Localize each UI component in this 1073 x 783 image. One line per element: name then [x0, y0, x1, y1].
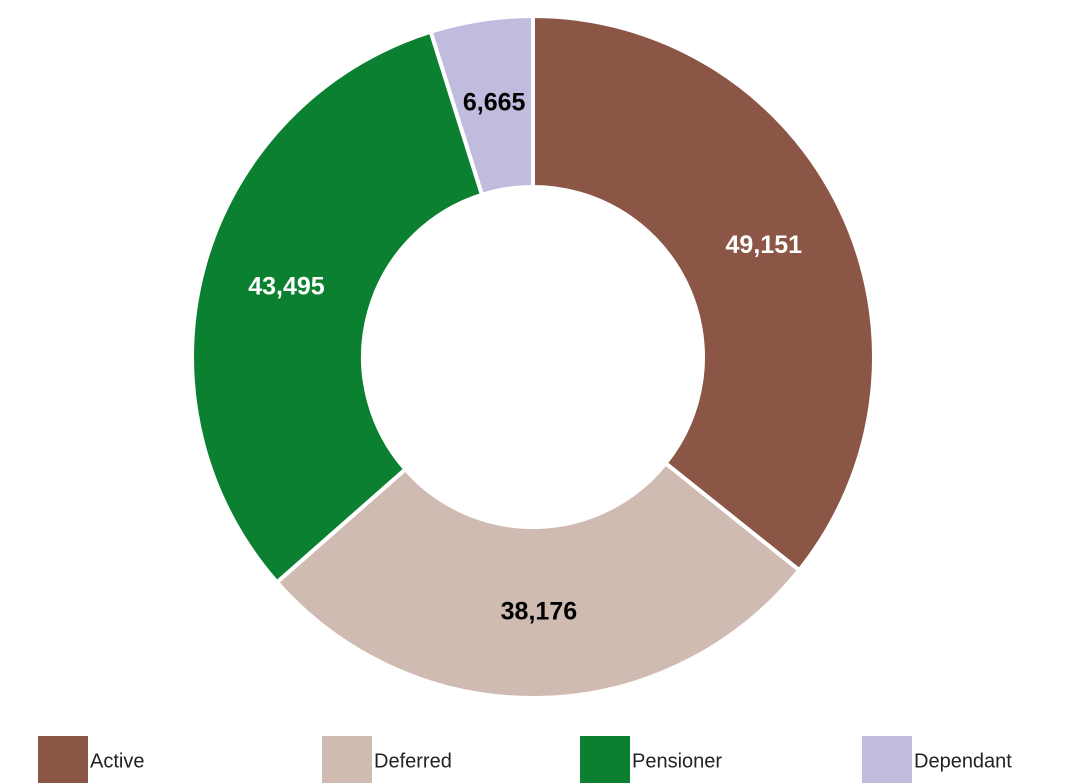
legend-label: Pensioner: [632, 750, 722, 772]
legend-label: Deferred: [374, 750, 452, 772]
donut-slice: [190, 29, 485, 586]
value-label: 49,151: [726, 231, 803, 259]
donut-slice: [274, 460, 802, 700]
value-label: 6,665: [463, 89, 526, 117]
donut-slice: [428, 13, 535, 198]
value-label: 38,176: [501, 598, 577, 626]
legend-swatch: [38, 736, 88, 783]
legend-label: Dependant: [914, 750, 1012, 772]
value-label: 43,495: [248, 273, 325, 301]
donut-slice: [531, 13, 876, 574]
legend-label: Active: [90, 750, 144, 772]
legend-swatch: [580, 736, 630, 783]
legend-swatch: [322, 736, 372, 783]
legend-swatch: [862, 736, 912, 783]
